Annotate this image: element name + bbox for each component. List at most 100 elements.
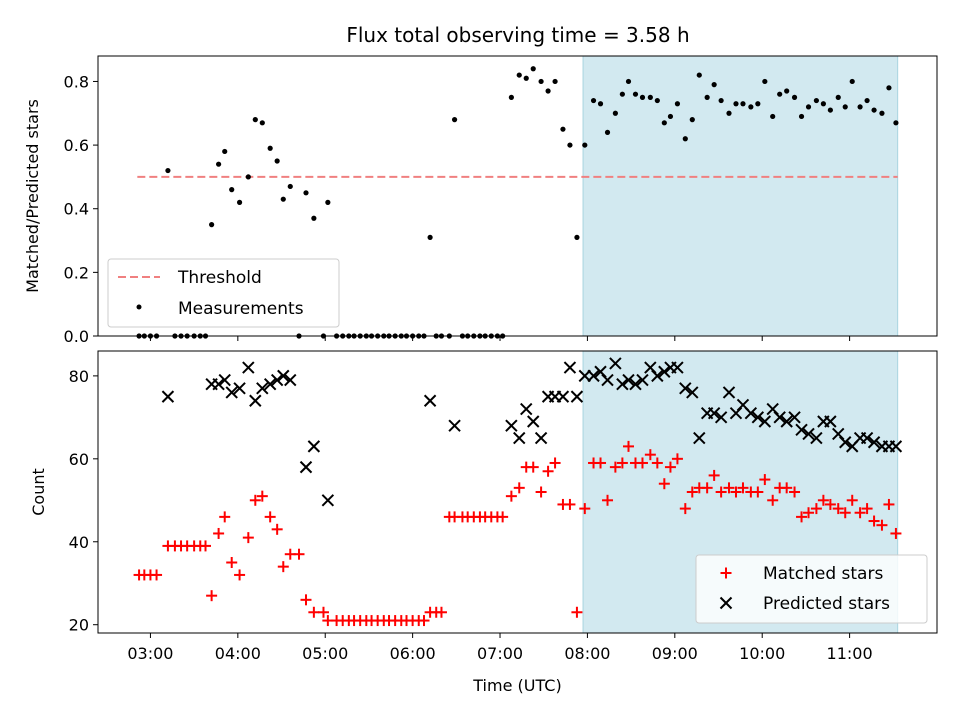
- matched-star-point: [767, 494, 779, 506]
- measurement-point: [325, 199, 331, 205]
- cross-stroke: [707, 406, 721, 420]
- ratio-x-ticks: [149, 336, 851, 341]
- cross-stroke: [587, 369, 600, 383]
- predicted-star-point: [773, 411, 786, 424]
- predicted-star-point: [570, 390, 584, 403]
- count-x-axis-label: Time (UTC): [472, 676, 561, 695]
- predicted-star-point: [307, 440, 321, 453]
- cross-stroke: [601, 373, 614, 387]
- matched-star-point: [730, 486, 742, 498]
- cross-stroke: [802, 427, 815, 441]
- predicted-star-point: [225, 386, 238, 399]
- matched-star-point: [497, 511, 509, 523]
- matched-star-point: [810, 503, 822, 515]
- predicted-star-point: [256, 382, 269, 395]
- cross-stroke: [651, 369, 664, 383]
- measurement-point: [696, 72, 702, 78]
- measurement-point: [674, 101, 681, 107]
- cross-stroke: [513, 431, 526, 445]
- predicted-star-point: [161, 390, 175, 403]
- predicted-star-point: [233, 382, 246, 395]
- predicted-star-point: [622, 373, 635, 387]
- matched-star-point: [824, 498, 836, 510]
- matched-star-point: [686, 486, 698, 498]
- cross-stroke: [758, 415, 772, 428]
- cross-stroke: [644, 361, 657, 374]
- cross-stroke: [824, 415, 837, 428]
- y-tick-label: 0.0: [64, 327, 89, 346]
- predicted-star-point: [722, 386, 736, 399]
- measurement-point: [849, 78, 855, 85]
- measurement-point: [813, 97, 819, 104]
- predicted-star-point: [277, 369, 290, 383]
- cross-stroke: [616, 377, 629, 391]
- y-tick-label: 20: [69, 616, 89, 635]
- x-tick-label: 05:00: [302, 644, 348, 663]
- measurement-point: [711, 82, 717, 88]
- matched-star-point: [234, 569, 246, 581]
- matched-star-point: [549, 457, 561, 469]
- y-tick-label: 0.6: [64, 136, 89, 155]
- matched-star-point: [701, 482, 713, 494]
- measurement-point: [871, 107, 877, 113]
- count-legend: Matched stars Predicted stars: [695, 554, 928, 624]
- measurement-point: [748, 104, 754, 110]
- predicted-star-point: [249, 394, 262, 407]
- cross-stroke: [686, 386, 699, 399]
- measurement-point: [236, 199, 243, 205]
- predicted-star-point: [212, 377, 225, 391]
- observing-window-span: [582, 55, 899, 337]
- measurement-point: [886, 85, 892, 91]
- cross-stroke: [218, 373, 231, 387]
- matched-star-point: [839, 507, 851, 519]
- cross-stroke: [839, 436, 852, 449]
- predicted-star-point: [609, 357, 622, 370]
- y-tick-label: 0.2: [64, 263, 89, 282]
- count-x-ticks: 03:00 04:00 05:00 06:00 07:00 08:00 09:00 10:00…: [127, 633, 873, 663]
- ratio-legend-box: [107, 258, 340, 328]
- measurement-point: [597, 101, 604, 107]
- measurement-point: [667, 113, 674, 120]
- matched-star-point: [817, 494, 829, 506]
- cross-stroke: [773, 411, 786, 424]
- measurement-point: [311, 215, 317, 221]
- predicted-star-point: [780, 415, 793, 428]
- matched-star-point: [595, 457, 607, 469]
- matched-star-point: [317, 606, 329, 618]
- predicted-star-point: [671, 361, 684, 374]
- measurement-point: [209, 222, 215, 228]
- predicted-star-point: [629, 377, 642, 391]
- matched-star-point: [564, 498, 576, 510]
- measurement-point: [835, 94, 841, 100]
- cross-stroke: [556, 390, 570, 403]
- predicted-star-point: [218, 373, 231, 387]
- matched-star-point: [796, 511, 808, 523]
- cross-stroke: [795, 423, 808, 437]
- y-tick-label: 80: [69, 367, 89, 386]
- legend-x-mark: [719, 596, 733, 610]
- measurement-point: [508, 94, 514, 100]
- measurement-point: [689, 117, 695, 123]
- matched-star-point: [435, 606, 447, 618]
- matched-star-point: [505, 490, 517, 502]
- matched-star-point: [213, 527, 225, 539]
- matched-star-point: [846, 494, 858, 506]
- predicted-star-point: [563, 361, 577, 374]
- matched-star-point: [723, 482, 735, 494]
- measurement-point: [222, 148, 228, 155]
- predicted-star-point: [242, 361, 255, 374]
- cross-stroke: [423, 394, 437, 407]
- measurement-point: [625, 78, 632, 85]
- measurement-point: [252, 117, 258, 123]
- predicted-star-point: [423, 394, 437, 407]
- predicted-star-point: [636, 373, 649, 387]
- matched-star-point: [737, 482, 749, 494]
- cross-stroke: [448, 419, 461, 432]
- y-tick-label: 40: [69, 533, 89, 552]
- matched-star-point: [602, 494, 614, 506]
- measurement-point: [545, 88, 551, 94]
- cross-stroke: [658, 365, 671, 378]
- measurement-point: [798, 113, 805, 120]
- measurement-point: [612, 110, 618, 116]
- cross-stroke: [263, 377, 277, 391]
